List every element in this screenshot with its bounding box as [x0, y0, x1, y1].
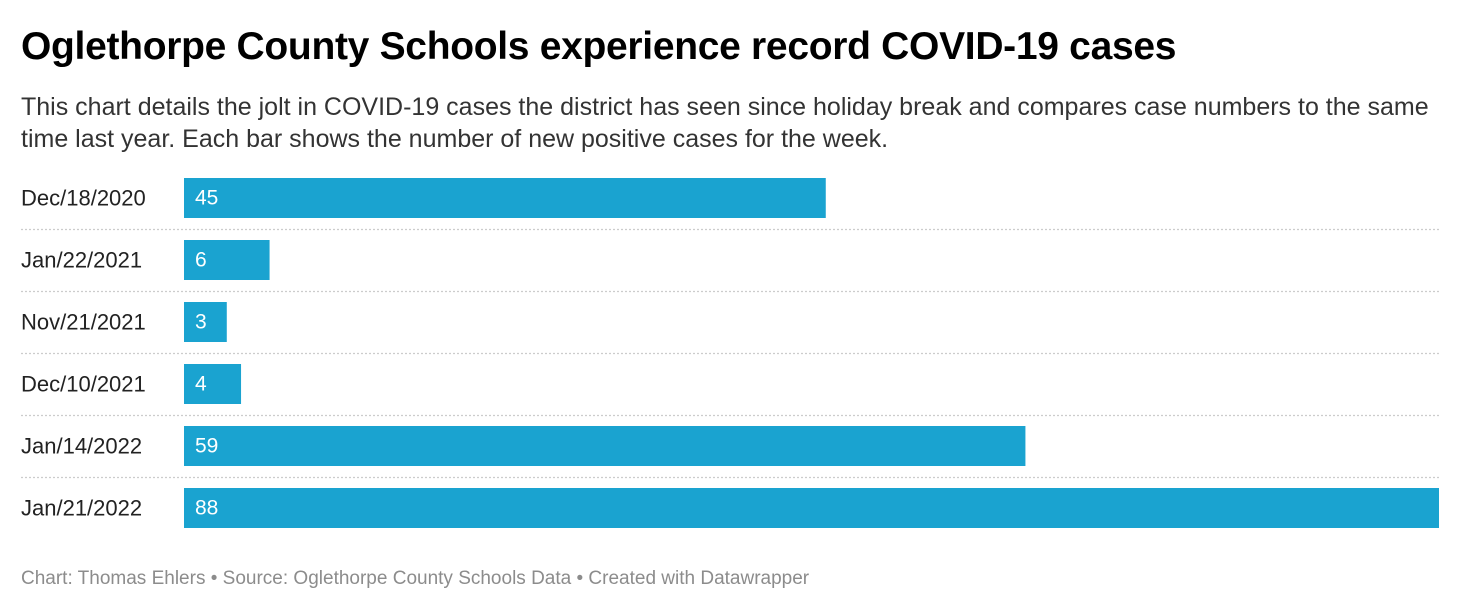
value-label: 3	[195, 311, 207, 334]
category-label: Nov/21/2021	[21, 310, 146, 335]
value-label: 59	[195, 435, 218, 458]
source-link[interactable]: Source: Oglethorpe County Schools Data	[222, 568, 572, 589]
chart-footer: Chart: Thomas Ehlers • Source: Oglethorp…	[21, 568, 809, 590]
value-label: 45	[195, 187, 218, 210]
category-label: Dec/18/2020	[21, 186, 146, 211]
footer-separator: •	[210, 568, 218, 589]
chart-title: Oglethorpe County Schools experience rec…	[21, 25, 1177, 68]
datawrapper-link[interactable]: Created with Datawrapper	[588, 568, 810, 589]
bar[interactable]	[184, 488, 1439, 528]
value-label: 4	[195, 373, 207, 396]
bar[interactable]	[184, 364, 242, 404]
category-label: Jan/14/2022	[21, 434, 142, 459]
chart-subtitle: This chart details the jolt in COVID-19 …	[21, 93, 1429, 153]
bar[interactable]	[184, 426, 1026, 466]
bar-chart: Dec/18/2020 45 Jan/22/2021 6 Nov/21/2021 3 Dec…	[21, 178, 1440, 528]
bar[interactable]	[184, 178, 826, 218]
category-label: Jan/21/2022	[21, 496, 142, 521]
bar[interactable]	[184, 302, 227, 342]
footer-separator: •	[576, 568, 584, 589]
value-label: 6	[195, 249, 207, 272]
bar[interactable]	[184, 240, 270, 280]
value-label: 88	[195, 497, 218, 520]
category-label: Dec/10/2021	[21, 372, 146, 397]
category-label: Jan/22/2021	[21, 248, 142, 273]
chart-credit: Chart: Thomas Ehlers	[21, 568, 206, 589]
